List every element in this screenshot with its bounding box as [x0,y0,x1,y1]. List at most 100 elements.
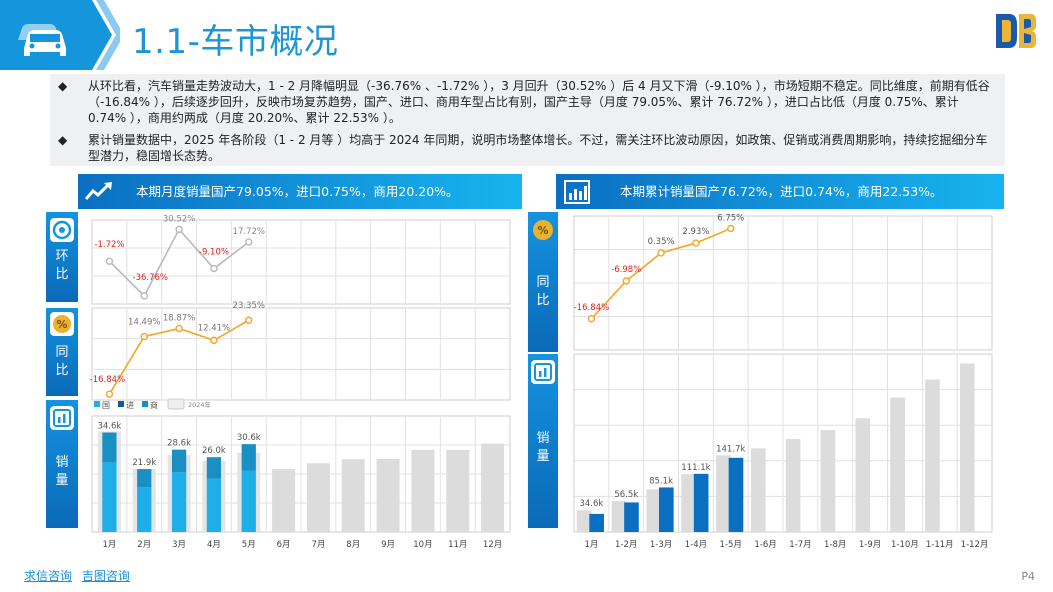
data-label: 14.49% [128,318,160,328]
tick-label: 1-9月 [859,540,881,550]
tick-label: 2月 [137,540,151,550]
data-label: 26.0k [202,446,226,456]
bar-2024 [446,449,470,532]
legend-swatch [167,398,185,410]
data-label: 85.1k [649,476,673,486]
data-point [140,292,148,300]
tick-label: 1-5月 [720,540,742,550]
tick-label: 7月 [311,540,325,550]
bar-2024-cumulative [785,439,801,532]
tick-label: 11月 [448,540,467,550]
left-banner-text: 本期月度销量国产79.05%，进口0.75%，商用20.20%。 [136,184,459,199]
bar-domestic [241,470,256,532]
bar-chart-icon [564,180,590,204]
tick-label: 9月 [381,540,395,550]
bar-domestic [137,487,152,532]
tick-label: 1月 [102,540,116,550]
tab-cum-sales-label: 销量 [536,431,550,464]
data-label: 12.41% [198,323,230,333]
legend-label: 进 [126,401,134,410]
data-label: -16.84% [90,375,125,385]
bar-2024-cumulative [925,379,940,532]
tick-label: 1-10月 [891,540,919,550]
svg-text:%: % [56,318,67,331]
tick-label: 4月 [207,540,221,550]
data-point [210,264,218,273]
data-point [210,336,218,345]
data-label: 2.93% [682,227,709,237]
bar-2024 [306,463,330,532]
left-banner: 本期月度销量国产79.05%，进口0.75%，商用20.20%。 [78,174,522,209]
bullet-item: ◆ 累计销量数据中，2025 年各阶段（1 - 2 月等 ）均高于 2024 年… [58,132,1003,166]
tab-cum-sales: 销量 [528,354,558,528]
legend-label: 2024年 [188,400,212,409]
tick-label: 5月 [242,540,256,550]
data-point [105,257,114,265]
bar-2024 [272,469,296,532]
legend-label: 国 [102,401,110,410]
tick-label: 6月 [277,540,291,550]
bar-2024 [481,443,505,532]
tab-yoy: % 同比 [46,308,78,396]
data-point [622,277,630,285]
right-banner: 本期累计销量国产76.72%，进口0.74%，商用22.53%。 [556,174,1004,209]
legend-swatch [94,401,100,407]
data-point [692,239,700,247]
data-label: 23.35% [233,301,265,311]
tab-cum-yoy: % 同比 [528,212,558,352]
percent-icon: % [533,220,553,240]
tick-label: 1-7月 [789,540,811,550]
summary-box: ◆ 从环比看，汽车销量走势波动大，1 - 2 月降幅明显（-36.76% 、-1… [50,74,1005,166]
tab-sales-label: 销量 [55,455,69,488]
data-label: -1.72% [94,240,124,250]
data-label: -36.76% [133,273,168,283]
page-title: 1.1-车市概况 [132,22,339,62]
tab-mom: 环比 [46,212,78,302]
svg-text:%: % [537,224,548,237]
tick-label: 1-8月 [824,540,846,550]
data-point [105,390,114,398]
tick-label: 1-11月 [926,540,954,550]
data-label: -9.10% [199,248,229,258]
data-label: 30.52% [163,214,195,224]
data-label: 18.87% [163,313,195,323]
bar-commercial [241,444,256,471]
tab-mom-label: 环比 [55,249,69,282]
data-point [587,315,596,323]
bar-2024-cumulative [750,448,766,532]
data-point [245,238,253,246]
target-icon [50,218,74,242]
tick-label: 10月 [413,540,432,550]
tick-label: 1-12月 [961,540,989,550]
legend-label: 商 [150,400,158,410]
left-chart: -1.72% -36.76% 30.52% -9.10% 17.72% -16.84% 14… [90,214,511,550]
tick-label: 1-4月 [685,540,707,550]
tick-label: 1-2月 [615,540,637,550]
page-number: P4 [1021,570,1035,583]
data-label: 141.7k [716,444,745,454]
bar-2024-cumulative [611,501,627,532]
bar-commercial [102,432,117,463]
footer-link-jitu[interactable]: 吉图咨询 [81,569,130,583]
legend-swatch [142,401,148,407]
tick-label: 12月 [483,540,502,550]
bar-2025-cumulative [728,457,744,532]
bar-chart-icon [50,406,74,430]
data-point [175,225,183,234]
data-label: 28.6k [167,439,191,449]
tick-label: 3月 [172,540,186,550]
footer-link-qiuxin[interactable]: 求信咨询 [24,569,73,583]
tick-label: 1-6月 [754,540,776,550]
bullet-marker: ◆ [58,79,68,93]
car-icon [18,24,66,56]
data-label: -6.98% [611,265,641,275]
data-label: 111.1k [681,463,710,473]
right-banner-text: 本期累计销量国产76.72%，进口0.74%，商用22.53%。 [620,184,943,199]
data-point [245,316,253,324]
bar-commercial [206,457,222,479]
data-label: 56.5k [614,490,638,500]
bar-2024-cumulative [820,430,836,532]
tab-yoy-label: 同比 [55,345,69,378]
bar-commercial [171,449,187,473]
bar-2025-cumulative [624,502,639,532]
